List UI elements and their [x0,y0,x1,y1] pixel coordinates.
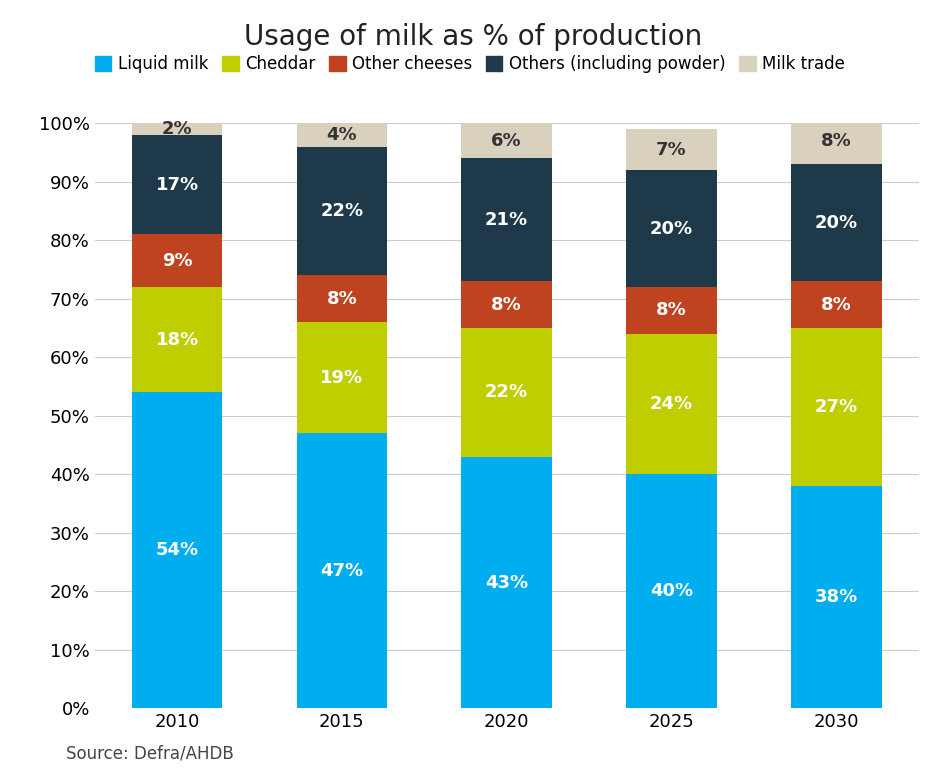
Text: 6%: 6% [491,132,522,149]
Text: 54%: 54% [155,541,199,559]
Bar [791,281,882,328]
Bar [132,393,223,708]
Text: 47%: 47% [320,562,364,580]
Text: Source: Defra/AHDB: Source: Defra/AHDB [66,745,234,762]
Text: 19%: 19% [320,369,364,387]
Bar [296,146,387,276]
Bar [296,123,387,146]
Legend: Liquid milk, Cheddar, Other cheeses, Others (including powder), Milk trade: Liquid milk, Cheddar, Other cheeses, Oth… [95,55,846,73]
Bar [461,328,552,457]
Bar [626,334,717,474]
Bar [296,434,387,708]
Text: 22%: 22% [485,383,528,401]
Bar [132,135,223,234]
Text: 4%: 4% [327,126,357,144]
Bar [461,281,552,328]
Text: 8%: 8% [656,302,687,320]
Text: 43%: 43% [485,574,528,591]
Text: 7%: 7% [656,141,687,159]
Text: 24%: 24% [650,395,693,413]
Bar [132,234,223,287]
Bar [132,287,223,393]
Text: 40%: 40% [650,582,693,601]
Bar [791,164,882,281]
Bar [461,123,552,159]
Text: Usage of milk as % of production: Usage of milk as % of production [244,23,703,51]
Bar [626,129,717,170]
Text: 8%: 8% [821,296,851,313]
Text: 9%: 9% [162,252,192,270]
Text: 21%: 21% [485,211,528,229]
Text: 38%: 38% [814,588,858,606]
Text: 20%: 20% [814,214,858,232]
Bar [296,276,387,322]
Text: 18%: 18% [155,331,199,349]
Text: 20%: 20% [650,219,693,237]
Bar [132,123,223,135]
Bar [461,159,552,281]
Bar [626,474,717,708]
Bar [791,328,882,486]
Text: 8%: 8% [821,132,851,149]
Text: 27%: 27% [814,398,858,416]
Text: 2%: 2% [162,120,192,138]
Bar [626,287,717,334]
Text: 22%: 22% [320,202,364,220]
Bar [461,457,552,708]
Text: 8%: 8% [327,290,357,308]
Bar [626,170,717,287]
Bar [791,117,882,164]
Text: 8%: 8% [491,296,522,313]
Text: 17%: 17% [155,176,199,193]
Bar [791,486,882,708]
Bar [296,322,387,434]
